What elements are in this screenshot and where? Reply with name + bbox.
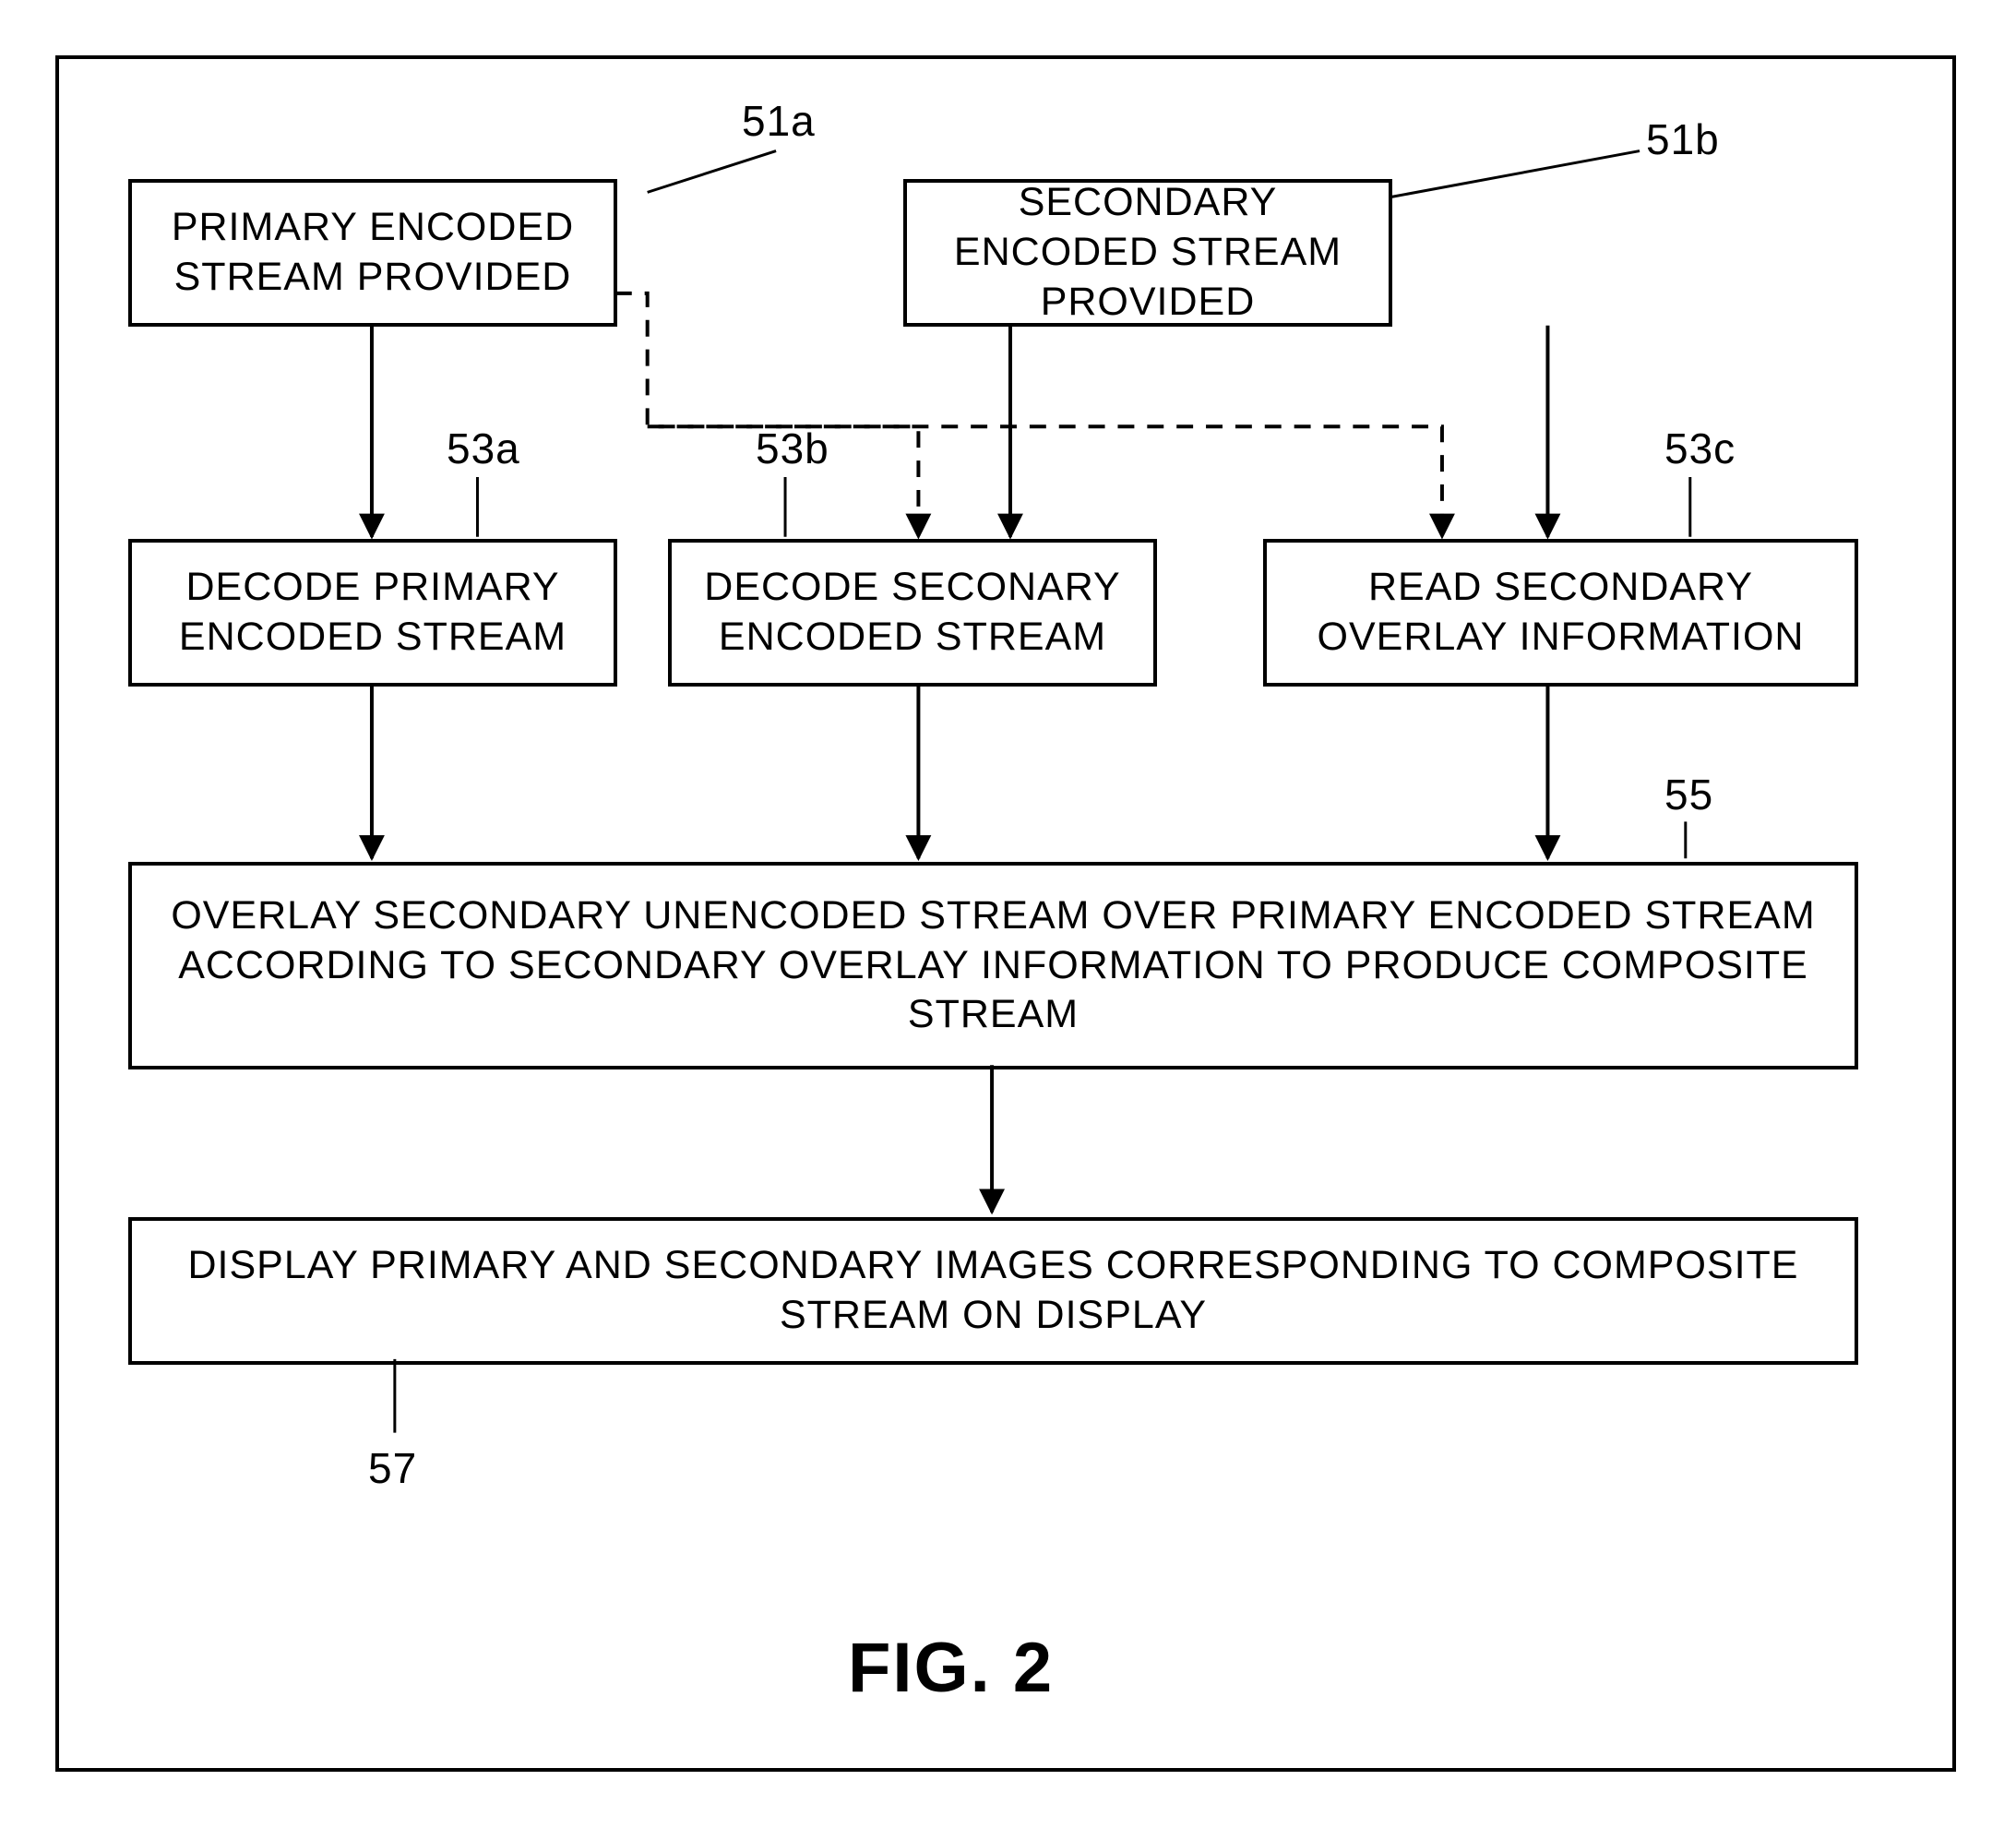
node-53c-text: READ SECONDARY OVERLAY INFORMATION — [1285, 563, 1836, 663]
node-57-text: DISPLAY PRIMARY AND SECONDARY IMAGES COR… — [150, 1241, 1836, 1341]
node-53a-text: DECODE PRIMARY ENCODED STREAM — [150, 563, 595, 663]
label-53b: 53b — [756, 424, 829, 473]
node-53a: DECODE PRIMARY ENCODED STREAM — [128, 539, 617, 687]
node-51b: SECONDARY ENCODED STREAM PROVIDED — [903, 179, 1392, 327]
label-55: 55 — [1664, 770, 1713, 819]
label-53a: 53a — [447, 424, 520, 473]
node-51a: PRIMARY ENCODED STREAM PROVIDED — [128, 179, 617, 327]
node-53b-text: DECODE SECONARY ENCODED STREAM — [690, 563, 1135, 663]
node-51a-text: PRIMARY ENCODED STREAM PROVIDED — [150, 203, 595, 303]
node-55-text: OVERLAY SECONDARY UNENCODED STREAM OVER … — [150, 891, 1836, 1040]
node-53b: DECODE SECONARY ENCODED STREAM — [668, 539, 1157, 687]
figure-caption: FIG. 2 — [848, 1628, 1054, 1708]
node-55: OVERLAY SECONDARY UNENCODED STREAM OVER … — [128, 862, 1858, 1069]
label-51a: 51a — [742, 96, 816, 146]
diagram-canvas: PRIMARY ENCODED STREAM PROVIDED SECONDAR… — [55, 55, 1956, 1772]
node-51b-text: SECONDARY ENCODED STREAM PROVIDED — [925, 178, 1370, 327]
label-53c: 53c — [1664, 424, 1736, 473]
label-51b: 51b — [1646, 114, 1720, 164]
node-57: DISPLAY PRIMARY AND SECONDARY IMAGES COR… — [128, 1217, 1858, 1365]
node-53c: READ SECONDARY OVERLAY INFORMATION — [1263, 539, 1858, 687]
label-57: 57 — [368, 1443, 417, 1493]
